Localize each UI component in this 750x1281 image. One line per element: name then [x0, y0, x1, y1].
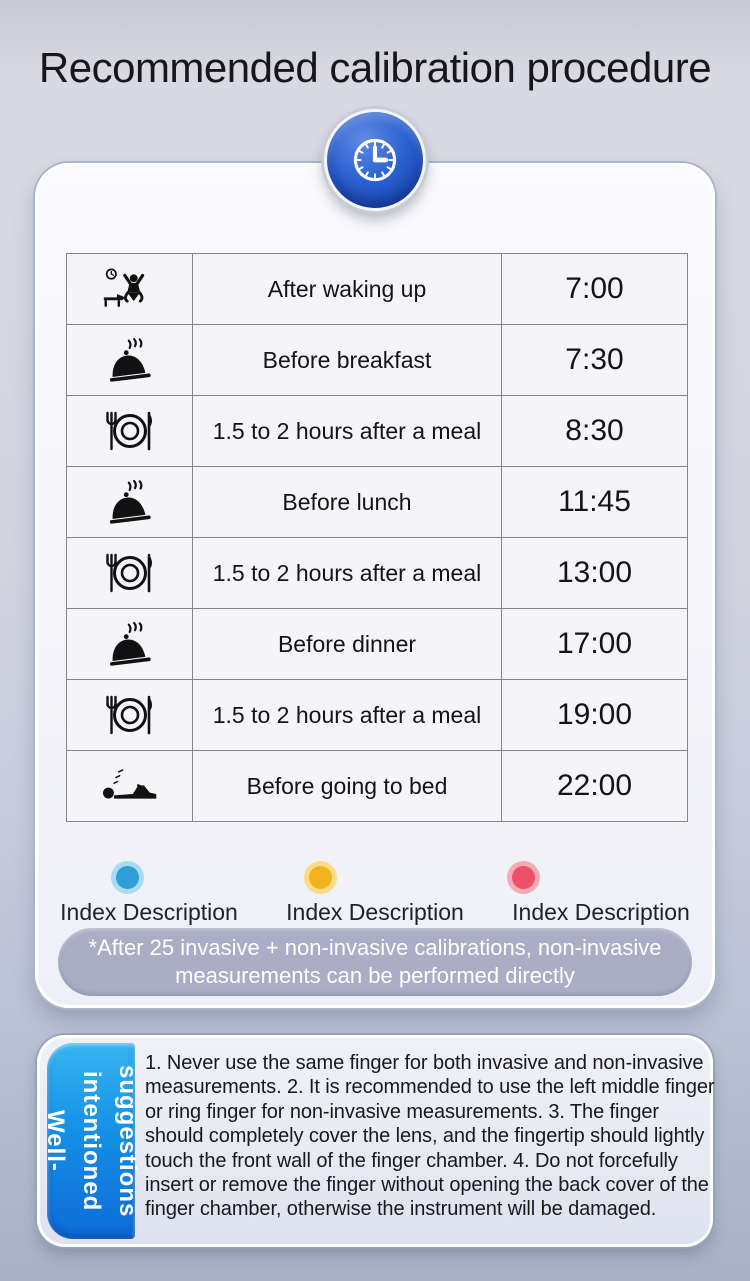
legend-item: Index Description: [51, 866, 247, 926]
index-legend: Index Description Index Description Inde…: [35, 866, 715, 926]
activity-cell: Before lunch: [192, 466, 502, 538]
activity-cell: Before dinner: [192, 608, 502, 680]
time-cell: 13:00: [501, 537, 688, 609]
activity-cell: 1.5 to 2 hours after a meal: [192, 537, 502, 609]
clock-badge: [324, 109, 426, 211]
legend-item: Index Description: [277, 866, 473, 926]
plate-cutlery-icon: [102, 692, 158, 738]
suggestions-text: 1. Never use the same finger for both in…: [145, 1052, 715, 1221]
calibration-note: *After 25 invasive + non-invasive calibr…: [58, 928, 692, 996]
meal-cloche-icon: [106, 619, 154, 669]
suggestions-card: Well-intentioned suggestions 1. Never us…: [37, 1035, 715, 1247]
schedule-row: Before dinner 17:00: [66, 608, 688, 680]
legend-label: Index Description: [512, 899, 690, 925]
yellow-dot-icon: [308, 866, 332, 889]
blue-dot-icon: [115, 866, 139, 889]
time-cell: 11:45: [501, 466, 688, 538]
calibration-schedule-table: After waking up 7:00: [66, 253, 688, 822]
meal-cloche-icon: [106, 335, 154, 385]
clock-icon: [342, 127, 408, 193]
schedule-row: After waking up 7:00: [66, 253, 688, 325]
legend-label: Index Description: [286, 899, 464, 925]
schedule-row: Before going to bed 22:00: [66, 750, 688, 822]
schedule-row: 1.5 to 2 hours after a meal 13:00: [66, 537, 688, 609]
schedule-row: Before lunch 11:45: [66, 466, 688, 538]
schedule-row: 1.5 to 2 hours after a meal 8:30: [66, 395, 688, 467]
time-cell: 7:00: [501, 253, 688, 325]
legend-label: Index Description: [60, 899, 238, 925]
meal-cloche-icon: [106, 477, 154, 527]
calibration-card: After waking up 7:00: [35, 163, 715, 1008]
sleep-icon: [100, 766, 160, 806]
activity-cell: Before breakfast: [192, 324, 502, 396]
suggestions-tab-label: Well-intentioned suggestions: [42, 1064, 141, 1218]
activity-cell: 1.5 to 2 hours after a meal: [192, 395, 502, 467]
activity-cell: 1.5 to 2 hours after a meal: [192, 679, 502, 751]
schedule-row: Before breakfast 7:30: [66, 324, 688, 396]
red-dot-icon: [511, 866, 535, 889]
activity-cell: Before going to bed: [192, 750, 502, 822]
plate-cutlery-icon: [102, 408, 158, 454]
time-cell: 8:30: [501, 395, 688, 467]
wake-up-icon: [102, 267, 158, 311]
activity-cell: After waking up: [192, 253, 502, 325]
time-cell: 17:00: [501, 608, 688, 680]
suggestions-tab: Well-intentioned suggestions: [42, 1043, 141, 1239]
plate-cutlery-icon: [102, 550, 158, 596]
schedule-row: 1.5 to 2 hours after a meal 19:00: [66, 679, 688, 751]
page-title: Recommended calibration procedure: [38, 44, 712, 91]
legend-item: Index Description: [503, 866, 699, 926]
time-cell: 7:30: [501, 324, 688, 396]
time-cell: 19:00: [501, 679, 688, 751]
time-cell: 22:00: [501, 750, 688, 822]
